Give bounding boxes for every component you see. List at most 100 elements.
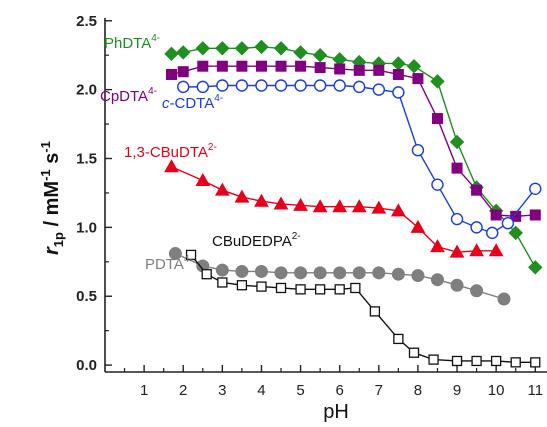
data-point-1-3-cbudta: [332, 199, 348, 213]
data-point-c-cdta: [450, 212, 464, 226]
data-point-c-cdta: [313, 79, 327, 92]
y-tick-label: 0.0: [76, 357, 97, 374]
x-axis-title: pH: [323, 401, 349, 423]
data-point-1-3-cbudta: [214, 182, 230, 196]
series-cbudedpa: [185, 249, 541, 368]
axes: 0.0 0.5 1.0 1.5 2.0 2.5 1 2 3 4 5 6 7 8 9 10 11: [76, 13, 547, 399]
data-point-pdta: [254, 264, 268, 278]
series-label: c-CDTA4-: [162, 93, 223, 112]
data-point-cbudedpa: [350, 282, 361, 294]
data-point-pdta: [215, 263, 229, 277]
y-tick-label: 1.0: [76, 219, 97, 236]
data-point-cpdta: [295, 60, 307, 72]
y-tick-label: 0.5: [76, 288, 97, 305]
x-tick-label: 5: [296, 382, 304, 399]
data-point-pdta: [274, 266, 288, 280]
data-point-phdta: [430, 74, 445, 89]
data-point-1-3-cbudta: [164, 159, 179, 173]
y-axis-title-r: r: [41, 246, 63, 255]
data-point-phdta: [406, 59, 422, 74]
data-point-c-cdta: [372, 83, 386, 96]
data-point-pdta: [372, 266, 386, 280]
data-point-cpdta: [314, 62, 326, 74]
data-point-cpdta: [177, 66, 189, 78]
data-point-phdta: [391, 56, 406, 71]
y-tick-label: 2.5: [76, 13, 97, 30]
data-point-c-cdta: [216, 79, 229, 92]
data-point-cbudedpa: [393, 333, 404, 345]
data-point-c-cdta: [470, 221, 483, 234]
x-tick-label: 11: [527, 382, 543, 399]
data-point-cpdta: [275, 60, 287, 72]
data-point-cpdta: [165, 68, 177, 80]
series-label: CpDTA4-: [100, 86, 157, 105]
series-label-name: PDTA: [145, 256, 184, 273]
data-point-cpdta: [255, 60, 267, 72]
series-label-name: 1,3-CBuDTA: [124, 144, 208, 161]
data-point-cbudedpa: [334, 284, 345, 295]
data-point-cbudedpa: [369, 306, 381, 317]
data-point-cbudedpa: [408, 347, 420, 358]
x-tick-label: 9: [453, 382, 461, 399]
series-pdta: [168, 247, 511, 306]
data-point-phdta: [273, 41, 289, 56]
x-tick-label: 10: [488, 382, 505, 399]
data-point-1-3-cbudta: [312, 199, 328, 213]
data-point-1-3-cbudta: [488, 243, 504, 257]
data-point-cbudedpa: [256, 281, 267, 292]
data-point-cbudedpa: [201, 269, 212, 280]
data-point-phdta: [164, 46, 179, 62]
data-point-cbudedpa: [530, 357, 541, 368]
data-point-phdta: [254, 39, 269, 55]
data-point-phdta: [508, 225, 523, 241]
data-point-pdta: [333, 266, 347, 280]
data-point-phdta: [195, 41, 210, 56]
series-label-prefix: c: [162, 95, 170, 112]
series-label-name: PhDTA: [104, 35, 151, 52]
data-point-cbudedpa: [185, 249, 197, 261]
data-point-phdta: [215, 41, 230, 56]
y-axis-title-sub: 1p: [51, 232, 66, 247]
data-point-c-cdta: [529, 182, 542, 196]
data-point-c-cdta: [353, 80, 366, 94]
data-point-1-3-cbudta: [371, 200, 387, 214]
data-point-cpdta: [510, 210, 522, 222]
data-point-pdta: [168, 247, 182, 261]
x-tick-label: 6: [336, 382, 344, 399]
data-point-phdta: [449, 134, 465, 150]
series-c-cdta: [177, 79, 542, 240]
data-point-cbudedpa: [314, 284, 326, 295]
series-label: PhDTA4-: [104, 33, 160, 52]
x-tick-label: 2: [179, 382, 187, 399]
data-point-phdta: [312, 47, 328, 63]
data-point-cpdta: [529, 209, 541, 221]
data-point-c-cdta: [431, 178, 444, 191]
series-label-charge: 4-: [151, 33, 160, 44]
data-point-c-cdta: [294, 79, 307, 92]
series-label-name: -CDTA: [170, 95, 215, 112]
series-cpdta: [165, 60, 541, 222]
series-layer: [164, 39, 543, 368]
series-label-charge: 4-: [148, 86, 157, 97]
data-point-c-cdta: [177, 80, 190, 94]
series-label-charge: 4-: [214, 93, 223, 104]
x-tick-label: 8: [414, 382, 422, 399]
data-point-pdta: [430, 273, 444, 287]
data-point-c-cdta: [411, 144, 425, 157]
data-point-pdta: [450, 278, 464, 292]
x-tick-label: 4: [257, 382, 265, 399]
data-point-1-3-cbudta: [449, 244, 465, 258]
series-phdta: [164, 39, 543, 275]
data-point-cbudedpa: [275, 282, 287, 294]
series-labels: PhDTA4-CpDTA4-c-CDTA4-1,3-CBuDTA2-CBuDED…: [100, 33, 301, 273]
data-point-cpdta: [216, 60, 228, 72]
data-point-cbudedpa: [295, 284, 306, 295]
series-label-name: CpDTA: [100, 88, 148, 105]
data-point-1-3-cbudta: [469, 243, 484, 257]
data-point-pdta: [470, 284, 484, 298]
data-point-phdta: [293, 45, 308, 60]
data-point-cpdta: [412, 73, 424, 85]
y-axis-title-unit: / mM: [41, 181, 63, 232]
data-point-1-3-cbudta: [234, 189, 250, 203]
data-point-cbudedpa: [510, 357, 521, 368]
